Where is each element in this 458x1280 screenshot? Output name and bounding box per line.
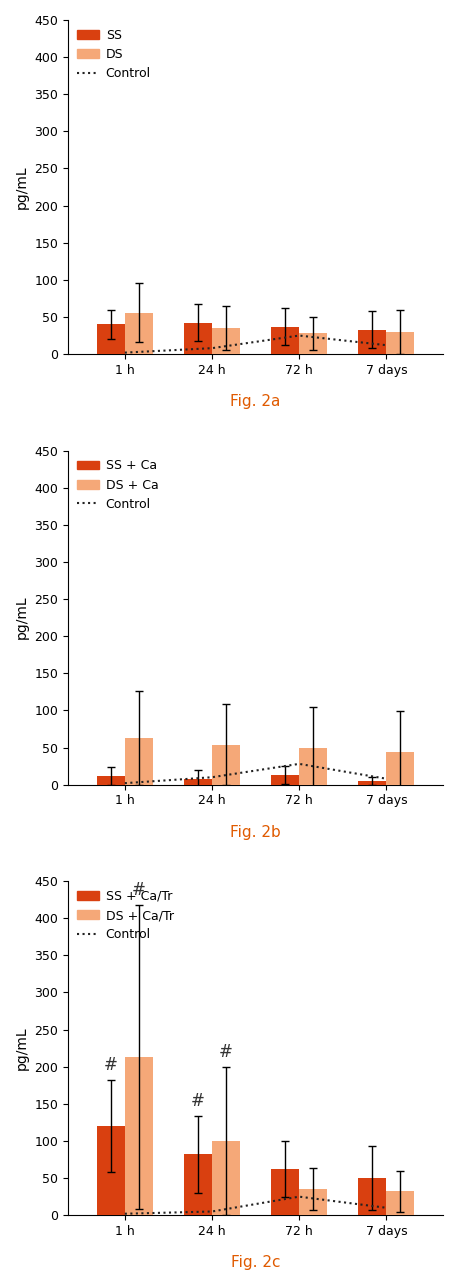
Bar bbox=[184, 323, 212, 355]
Bar bbox=[359, 1178, 387, 1215]
Y-axis label: pg/mL: pg/mL bbox=[15, 1027, 29, 1070]
Bar bbox=[271, 326, 299, 355]
Y-axis label: pg/mL: pg/mL bbox=[15, 595, 29, 640]
Bar bbox=[299, 748, 327, 785]
Y-axis label: pg/mL: pg/mL bbox=[15, 165, 29, 209]
Bar bbox=[387, 1192, 414, 1215]
Bar bbox=[125, 312, 153, 355]
Text: #: # bbox=[191, 1092, 205, 1110]
Bar bbox=[359, 330, 387, 355]
Bar bbox=[212, 745, 240, 785]
Legend: SS, DS, Control: SS, DS, Control bbox=[72, 24, 156, 86]
Bar bbox=[125, 737, 153, 785]
Text: #: # bbox=[219, 1043, 233, 1061]
Bar bbox=[184, 778, 212, 785]
Bar bbox=[212, 1140, 240, 1215]
Bar bbox=[359, 781, 387, 785]
Bar bbox=[212, 328, 240, 355]
Text: #: # bbox=[132, 881, 146, 899]
Bar bbox=[271, 774, 299, 785]
Text: Fig. 2a: Fig. 2a bbox=[230, 394, 281, 410]
Bar bbox=[387, 751, 414, 785]
Bar bbox=[97, 1126, 125, 1215]
Bar bbox=[125, 1057, 153, 1215]
Text: Fig. 2c: Fig. 2c bbox=[231, 1256, 280, 1270]
Bar bbox=[184, 1155, 212, 1215]
Legend: SS + Ca/Tr, DS + Ca/Tr, Control: SS + Ca/Tr, DS + Ca/Tr, Control bbox=[72, 884, 179, 946]
Bar bbox=[97, 776, 125, 785]
Bar bbox=[299, 333, 327, 355]
Bar bbox=[299, 1189, 327, 1215]
Legend: SS + Ca, DS + Ca, Control: SS + Ca, DS + Ca, Control bbox=[72, 454, 164, 516]
Bar bbox=[271, 1169, 299, 1215]
Text: Fig. 2b: Fig. 2b bbox=[230, 824, 281, 840]
Bar bbox=[387, 332, 414, 355]
Bar bbox=[97, 324, 125, 355]
Text: #: # bbox=[104, 1056, 118, 1074]
